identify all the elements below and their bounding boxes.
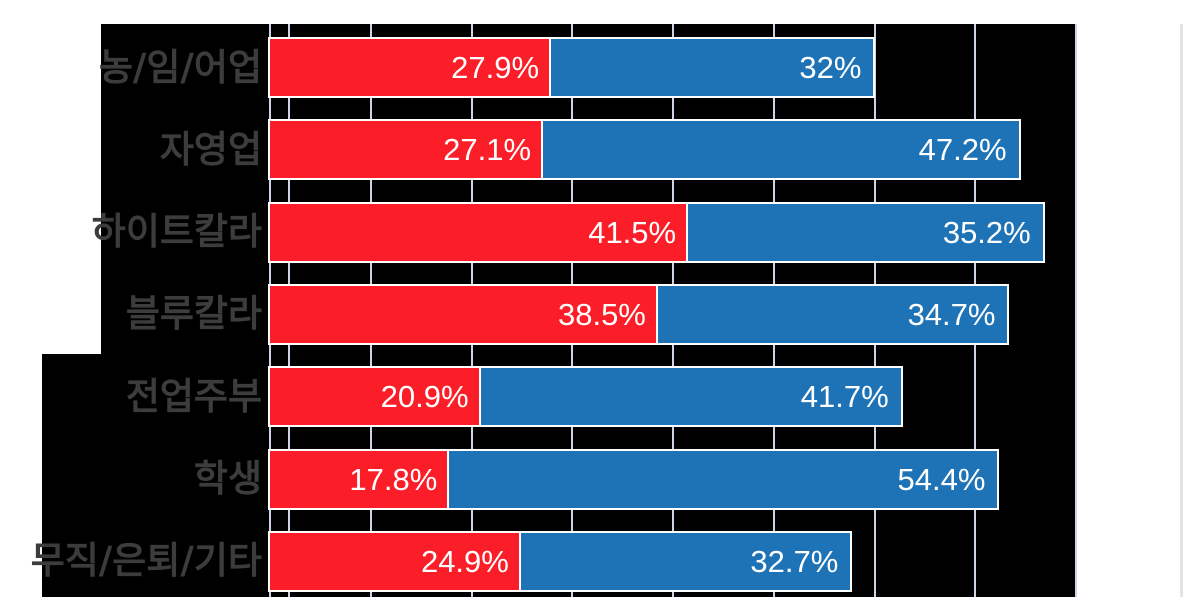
category-label: 하이트칼라 — [91, 210, 262, 254]
plot-background-left-extension — [42, 354, 101, 597]
bar-segment-blue-series: 47.2% — [541, 119, 1021, 181]
bar-segment-red-series: 17.8% — [268, 448, 452, 510]
gridline — [1075, 24, 1077, 597]
value-label: 35.2% — [942, 214, 1031, 250]
bar-segment-blue-series: 35.2% — [686, 201, 1045, 263]
bar-segment-blue-series: 54.4% — [447, 448, 1000, 510]
value-label: 20.9% — [380, 379, 469, 415]
bar-segment-red-series: 20.9% — [268, 366, 483, 428]
bar-segment-blue-series: 34.7% — [655, 283, 1010, 345]
value-label: 24.9% — [420, 543, 509, 579]
category-label: 농/임/어업 — [98, 45, 262, 89]
value-label: 32% — [799, 50, 862, 85]
value-label: 41.7% — [800, 379, 889, 415]
bar-segment-red-series: 38.5% — [268, 283, 660, 345]
value-label: 54.4% — [897, 461, 986, 497]
bar-segment-red-series: 27.1% — [268, 119, 546, 181]
category-label: 전업주부 — [125, 374, 262, 418]
value-label: 32.7% — [750, 543, 839, 579]
value-label: 17.8% — [349, 461, 438, 497]
value-label: 41.5% — [588, 214, 677, 250]
bar-segment-blue-series: 41.7% — [478, 366, 903, 428]
value-label: 27.9% — [451, 50, 540, 85]
category-label: 자영업 — [159, 127, 262, 171]
category-label: 무직/은퇴/기타 — [30, 539, 262, 583]
bar-segment-red-series: 41.5% — [268, 201, 691, 263]
right-edge-line — [1180, 24, 1183, 597]
bar-segment-red-series: 27.9% — [268, 37, 554, 98]
value-label: 27.1% — [443, 132, 532, 168]
value-label: 47.2% — [918, 132, 1007, 168]
category-label: 학생 — [193, 457, 262, 501]
bar-segment-red-series: 24.9% — [268, 530, 523, 592]
value-label: 34.7% — [907, 296, 996, 332]
category-label: 블루칼라 — [125, 292, 262, 336]
bar-segment-blue-series: 32.7% — [518, 530, 853, 592]
value-label: 38.5% — [557, 296, 646, 332]
bar-segment-blue-series: 32% — [549, 37, 876, 98]
